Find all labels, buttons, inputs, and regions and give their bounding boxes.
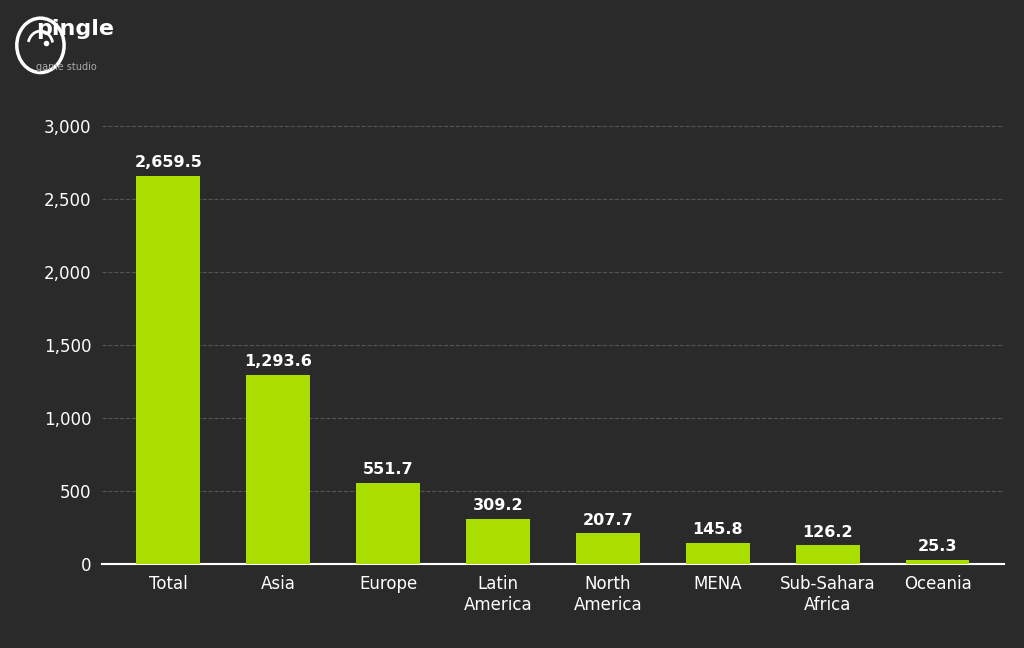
- Text: 126.2: 126.2: [803, 524, 853, 540]
- Text: 145.8: 145.8: [692, 522, 743, 537]
- Text: 2,659.5: 2,659.5: [134, 155, 203, 170]
- Text: pingle: pingle: [36, 19, 114, 40]
- Bar: [466, 518, 529, 564]
- Bar: [905, 560, 970, 564]
- Text: 1,293.6: 1,293.6: [245, 354, 312, 369]
- Bar: [247, 375, 310, 564]
- Text: 25.3: 25.3: [918, 539, 957, 554]
- Text: 551.7: 551.7: [362, 463, 414, 478]
- Bar: [796, 546, 859, 564]
- Bar: [577, 533, 640, 564]
- Text: 309.2: 309.2: [473, 498, 523, 513]
- Bar: [356, 483, 420, 564]
- Text: 207.7: 207.7: [583, 513, 633, 527]
- Text: game studio: game studio: [36, 62, 96, 71]
- Bar: [686, 542, 750, 564]
- Bar: [136, 176, 201, 564]
